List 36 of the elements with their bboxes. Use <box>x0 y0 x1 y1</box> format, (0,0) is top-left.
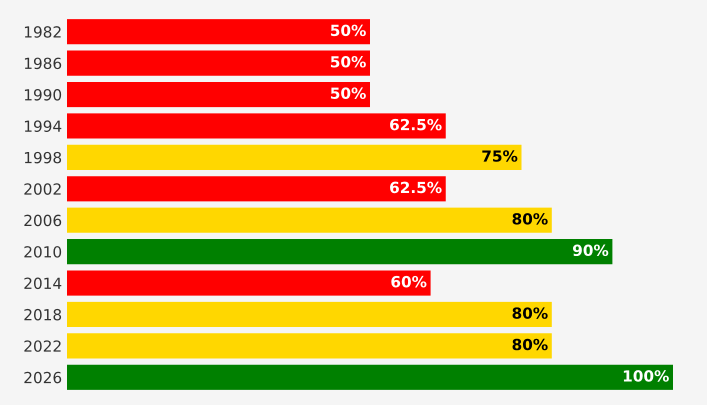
data-label: 80% <box>512 338 548 350</box>
bar <box>67 270 431 296</box>
y-tick-label: 2010 <box>24 246 62 258</box>
y-tick-label: 2014 <box>24 278 62 290</box>
bar <box>67 113 446 139</box>
y-tick-label: 2018 <box>24 308 62 320</box>
data-label: 75% <box>482 150 518 162</box>
y-tick-label: 1994 <box>24 120 62 132</box>
bar <box>67 82 370 108</box>
bar <box>67 302 552 328</box>
data-label: 62.5% <box>390 182 442 194</box>
bar <box>67 50 370 76</box>
data-label: 62.5% <box>390 118 442 130</box>
y-tick-label: 2006 <box>24 214 62 226</box>
data-label: 60% <box>391 276 426 288</box>
bar <box>67 333 552 358</box>
y-tick-label: 1990 <box>24 89 62 101</box>
y-tick-label: 1998 <box>24 152 62 164</box>
y-tick-label: 2026 <box>24 372 62 384</box>
data-label: 90% <box>572 244 608 256</box>
bar <box>67 364 673 390</box>
data-label: 80% <box>512 307 548 319</box>
data-label: 50% <box>330 87 366 99</box>
data-label: 80% <box>512 213 548 225</box>
data-label: 50% <box>330 56 366 68</box>
y-tick-label: 2002 <box>24 183 61 195</box>
bar <box>67 144 522 170</box>
y-tick-label: 2022 <box>24 340 61 352</box>
bar <box>67 19 370 44</box>
data-label: 50% <box>330 24 366 36</box>
y-tick-label: 1982 <box>24 26 61 38</box>
y-tick-label: 1986 <box>24 58 62 70</box>
bar <box>67 208 552 233</box>
data-label: 100% <box>624 370 669 382</box>
bar <box>67 176 446 202</box>
bar <box>67 239 612 264</box>
